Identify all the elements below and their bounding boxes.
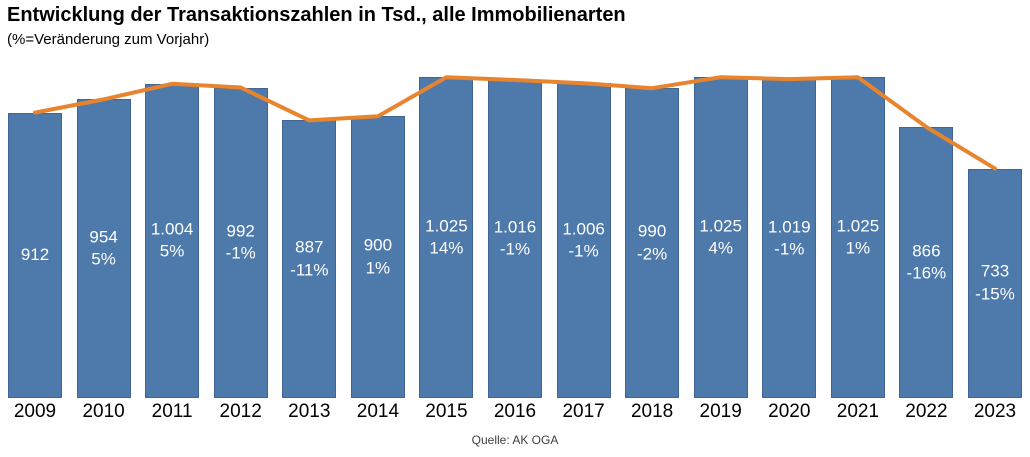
bar-2011: 1.004 5% <box>145 83 200 398</box>
plot-area: 912 954 5% 1.004 5% 992 -1% 887 -11% 900 1% 1.025 14… <box>8 60 1022 398</box>
x-axis-label-2021: 2021 <box>836 401 880 422</box>
x-axis-label-2018: 2018 <box>630 401 674 422</box>
bar-2012: 992 -1% <box>213 87 268 398</box>
bar-value-label-2014: 900 1% <box>344 235 412 280</box>
bar-value-text: 1.025 <box>836 216 880 236</box>
bars-layer: 912 954 5% 1.004 5% 992 -1% 887 -11% 900 1% 1.025 14… <box>8 60 1022 398</box>
bar-value-text: 1.025 <box>699 216 742 236</box>
bar-2013: 887 -11% <box>282 120 337 398</box>
bar-value-label-2018: 990 -2% <box>618 221 686 266</box>
bar-value-text: 1.004 <box>150 219 194 239</box>
bar-value-label-2009: 912 <box>1 244 69 266</box>
bar-2021: 1.025 1% <box>830 77 885 398</box>
x-axis-label-2019: 2019 <box>699 401 742 422</box>
bar-value-text: 733 <box>980 261 1010 281</box>
x-axis-label-2020: 2020 <box>768 401 811 422</box>
x-axis-label-2017: 2017 <box>562 401 605 422</box>
bar-2016: 1.016 -1% <box>488 80 542 398</box>
bar-value-text: 887 <box>295 237 324 257</box>
bar-value-label-2011: 1.004 5% <box>138 218 206 263</box>
bar-pct-text: -1% <box>225 243 256 263</box>
bar-value-label-2022: 866 -16% <box>892 240 960 285</box>
bar-value-text: 866 <box>912 241 941 261</box>
bar-value-label-2017: 1.006 -1% <box>550 218 618 263</box>
bar-2020: 1.019 -1% <box>762 79 817 398</box>
bar-value-text: 1.019 <box>768 217 811 237</box>
bar-pct-text: -2% <box>636 244 668 264</box>
bar-value-label-2010: 954 5% <box>70 226 138 271</box>
bar-pct-text: -1% <box>499 240 531 259</box>
bar-2017: 1.006 -1% <box>556 83 611 398</box>
x-axis-label-2015: 2015 <box>425 401 468 422</box>
bar-value-label-2013: 887 -11% <box>275 237 343 282</box>
x-axis-label-2013: 2013 <box>288 401 331 422</box>
x-axis-label-2011: 2011 <box>151 401 193 422</box>
bar-2022: 866 -16% <box>899 127 954 398</box>
bar-value-label-2012: 992 -1% <box>207 220 275 265</box>
bar-2010: 954 5% <box>76 99 131 398</box>
x-axis-label-2012: 2012 <box>219 401 262 422</box>
x-axis: 2009 2010 2011 2012 2013 2014 2015 2016 2017 2018… <box>8 400 1022 426</box>
bar-value-text: 900 <box>363 235 393 255</box>
bar-pct-text: 5% <box>159 241 185 261</box>
chart-subtitle: (%=Veränderung zum Vorjahr) <box>7 31 210 48</box>
x-axis-label-2009: 2009 <box>13 401 57 422</box>
bar-value-label-2020: 1.019 -1% <box>755 216 823 261</box>
bar-value-text: 954 <box>89 227 118 247</box>
bar-value-text: 1.006 <box>562 219 605 239</box>
bar-value-label-2023: 733 -15% <box>961 261 1029 306</box>
source-note: Quelle: AK OGA <box>471 433 559 447</box>
bar-pct-text: -11% <box>290 260 329 280</box>
bar-pct-text: -1% <box>774 239 805 259</box>
bar-pct-text: -15% <box>975 284 1015 304</box>
bar-value-label-2021: 1.025 1% <box>824 215 892 260</box>
chart-title: Entwicklung der Transaktionszahlen in Ts… <box>7 4 626 26</box>
bar-pct-text: 5% <box>91 249 116 269</box>
x-axis-label-2014: 2014 <box>356 401 400 422</box>
bar-2018: 990 -2% <box>625 88 680 398</box>
bar-pct-text: 14% <box>429 238 464 258</box>
bar-2009: 912 <box>8 112 62 398</box>
bar-value-text: 992 <box>226 221 255 241</box>
bar-pct-text: 1% <box>365 258 391 278</box>
bar-2014: 900 1% <box>350 116 405 398</box>
bar-pct-text: -16% <box>906 263 947 283</box>
bar-pct-text: -1% <box>568 241 599 261</box>
x-axis-label-2022: 2022 <box>905 401 948 422</box>
bar-2015: 1.025 14% <box>419 77 474 398</box>
x-axis-label-2016: 2016 <box>493 401 537 422</box>
bar-value-text: 1.016 <box>493 217 537 237</box>
bar-2019: 1.025 4% <box>693 77 748 398</box>
bar-value-label-2019: 1.025 4% <box>687 215 755 260</box>
bar-pct-text: 4% <box>708 238 733 258</box>
bar-value-text: 912 <box>20 245 50 265</box>
bar-value-label-2016: 1.016 -1% <box>481 217 549 262</box>
x-axis-label-2010: 2010 <box>82 401 125 422</box>
bar-pct-text: 1% <box>845 238 871 258</box>
bar-2023: 733 -15% <box>968 168 1022 398</box>
bar-value-text: 1.025 <box>425 216 468 236</box>
bar-value-label-2015: 1.025 14% <box>412 215 480 260</box>
x-axis-label-2023: 2023 <box>973 401 1017 422</box>
bar-value-text: 990 <box>637 221 667 241</box>
